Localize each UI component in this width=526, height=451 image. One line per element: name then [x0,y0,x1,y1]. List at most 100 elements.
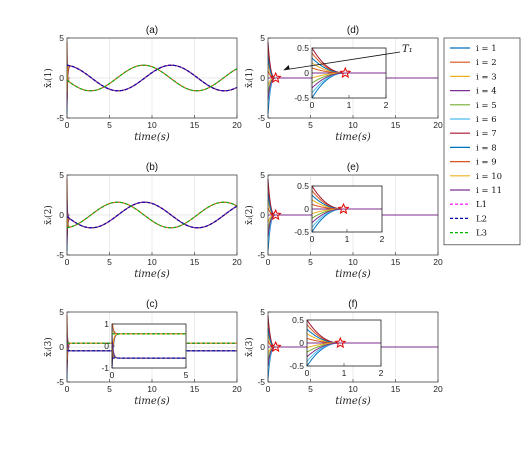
inset-e: 0 1 2-0.500.5 [294,181,384,244]
x-tick-label: 0 [310,234,315,244]
x-axis-label: time(s) [335,396,371,407]
x-tick-label: 15 [391,257,401,267]
x-tick-label: 5 [184,370,189,380]
inset-d: 0 1 2-0.500.5 [294,43,388,110]
x-tick-label: 0 [65,384,70,394]
legend-label: i = 3 [476,72,497,82]
x-tick-label: 0 [266,120,271,130]
inset-frame [311,47,387,99]
y-tick-label: 0 [304,204,309,214]
axes-frame [267,311,439,383]
y-axis-label: x̄ᵢ(2) [244,205,255,225]
y-tick-label: -5 [56,113,64,123]
x-tick-label: 5 [308,384,313,394]
legend-label: i = 7 [476,129,497,139]
panel-title: (f) [348,299,357,310]
axes-frame [66,37,238,119]
x-axis-label: time(s) [335,132,371,143]
x-tick-label: 20 [232,384,242,394]
x-tick-label: 2 [379,368,384,378]
legend-box [443,37,521,246]
settling-star-marker [334,336,347,349]
legend-label: i = 1 [476,44,497,54]
legend-label: L1 [476,200,487,210]
x-tick-label: 0 [310,100,315,110]
legend-label: L3 [476,229,487,239]
axes-frame [66,174,238,256]
y-tick-label: 0 [260,210,265,220]
y-axis-label: x̄ᵢ(3) [244,337,255,357]
annotation-arrow [283,51,401,71]
y-tick-label: 0.5 [297,181,309,191]
y-tick-label: -5 [257,250,265,260]
x-tick-label: 15 [391,384,401,394]
x-tick-label: 20 [232,120,242,130]
leader-line [66,201,238,229]
x-tick-label: 5 [308,120,313,130]
legend-label: i = 9 [476,158,497,168]
x-tick-label: 0 [305,368,310,378]
panel-title: (c) [146,299,158,310]
x-axis-label: time(s) [335,269,371,280]
legend-label: i = 11 [476,186,502,196]
y-tick-label: 5 [260,33,265,43]
legend-label: L2 [476,214,487,224]
y-tick-label: -5 [257,377,265,387]
x-tick-label: 10 [348,120,358,130]
settling-star-marker [269,71,282,84]
x-axis-label: time(s) [134,396,170,407]
inset-frame [311,185,383,233]
x-tick-label: 0 [266,384,271,394]
legend-label: i = 10 [476,172,502,182]
y-tick-label: 0 [299,338,304,348]
y-tick-label: 5 [59,170,64,180]
x-tick-label: 20 [433,120,443,130]
x-tick-label: 5 [308,257,313,267]
y-tick-label: 0.5 [297,43,309,53]
inset-f: 0 1 2-0.500.5 [289,315,383,378]
y-tick-label: 0 [59,342,64,352]
settling-star-marker [269,340,282,353]
legend-label: i = 6 [476,115,497,125]
x-tick-label: 15 [190,257,200,267]
y-tick-label: 0 [59,73,64,83]
inset-area [112,324,186,368]
x-tick-label: 1 [342,368,347,378]
y-tick-label: -5 [56,250,64,260]
y-tick-label: 5 [260,307,265,317]
y-tick-label: 0 [104,341,109,351]
x-tick-label: 15 [190,120,200,130]
y-tick-label: 1 [104,319,109,329]
legend-label: i = 8 [476,143,497,153]
leader-line [66,201,238,229]
x-tick-label: 10 [147,384,157,394]
x-tick-label: 10 [147,257,157,267]
x-tick-label: 10 [348,257,358,267]
inset-frame [111,323,187,369]
panel-title: (e) [347,162,359,173]
x-tick-label: 5 [107,384,112,394]
y-tick-label: 5 [260,170,265,180]
legend-label: i = 4 [476,87,497,97]
x-tick-label: 20 [232,257,242,267]
x-tick-label: 1 [347,100,352,110]
inset-frame [306,319,382,367]
x-tick-label: 15 [190,384,200,394]
y-tick-label: 0 [260,73,265,83]
x-axis-label: time(s) [134,269,170,280]
x-tick-label: 0 [266,257,271,267]
y-axis-label: x̄ᵢ(1) [244,68,255,88]
settling-star-marker [269,208,282,221]
y-axis-label: x̃ᵢ(3) [43,337,54,357]
panel-a: 0 5 10 15 20-505(a)time(s)x̃ᵢ(1) [43,25,242,143]
y-axis-label: x̃ᵢ(1) [43,68,54,88]
panel-title: (a) [146,25,158,36]
x-tick-label: 2 [384,100,389,110]
leader-line [66,64,238,92]
settling-star-marker [339,66,352,79]
y-tick-label: 0 [260,342,265,352]
